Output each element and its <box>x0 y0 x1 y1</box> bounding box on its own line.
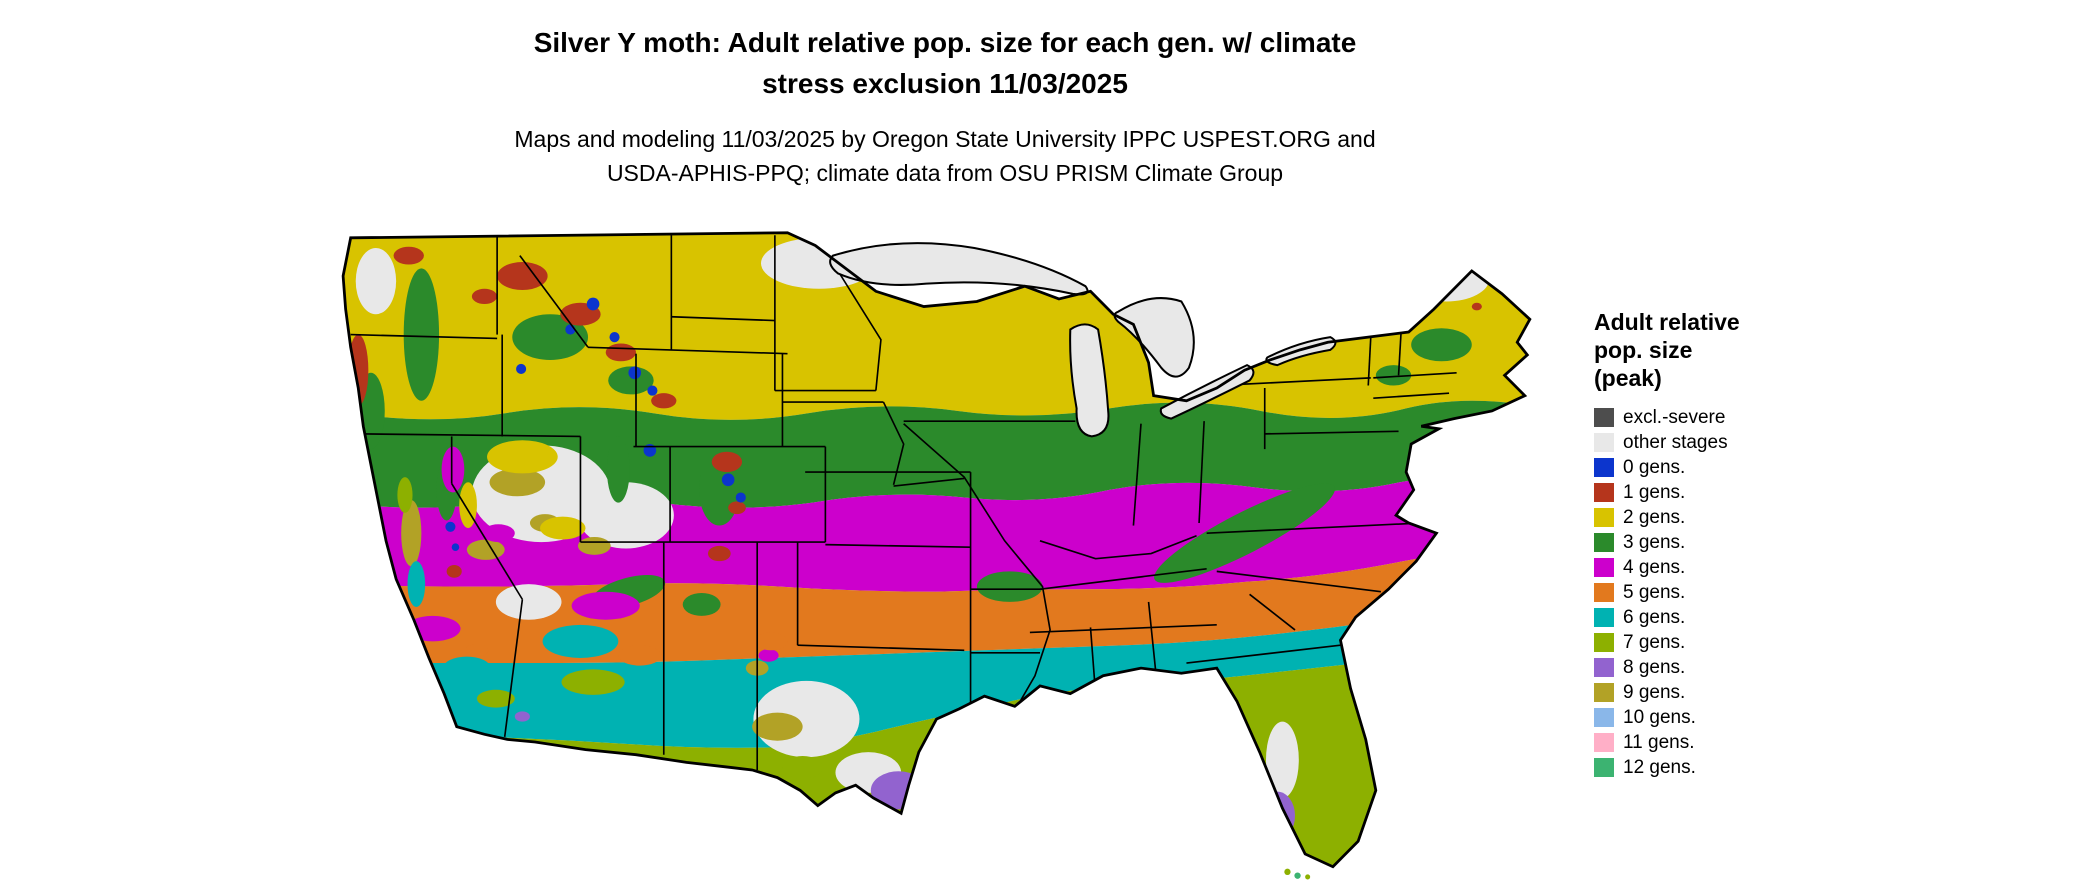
us-generations-map <box>333 220 1545 882</box>
legend-item-label: 8 gens. <box>1623 656 1686 678</box>
legend-title-line-3: (peak) <box>1594 365 1662 391</box>
legend-color-swatch <box>1594 708 1614 727</box>
legend-item: 8 gens. <box>1594 655 1834 680</box>
map-legend: Adult relative pop. size (peak) excl.-se… <box>1594 308 1834 780</box>
legend-color-swatch <box>1594 683 1614 702</box>
figure-subtitle: Maps and modeling 11/03/2025 by Oregon S… <box>0 122 1890 190</box>
page-title: Silver Y moth: Adult relative pop. size … <box>0 22 1890 104</box>
lake-michigan <box>1069 323 1110 438</box>
legend-item: 4 gens. <box>1594 555 1834 580</box>
legend-item: 2 gens. <box>1594 505 1834 530</box>
legend-color-swatch <box>1594 583 1614 602</box>
legend-item-label: excl.-severe <box>1623 406 1726 428</box>
lake-huron <box>1113 297 1195 378</box>
mottle-7-gens <box>397 477 823 779</box>
legend-color-swatch <box>1594 608 1614 627</box>
legend-item-label: other stages <box>1623 431 1728 453</box>
legend-item: excl.-severe <box>1594 405 1834 430</box>
legend-title-line-1: Adult relative <box>1594 309 1740 335</box>
legend-item-label: 6 gens. <box>1623 606 1686 628</box>
band-5-gens <box>343 540 1530 664</box>
legend-item: 1 gens. <box>1594 480 1834 505</box>
us-outline <box>341 231 1532 869</box>
legend-item: 0 gens. <box>1594 455 1834 480</box>
legend-color-swatch <box>1594 508 1614 527</box>
legend-color-swatch <box>1594 458 1614 477</box>
legend-item: 7 gens. <box>1594 630 1834 655</box>
legend-item: 6 gens. <box>1594 605 1834 630</box>
legend-item-label: 10 gens. <box>1623 706 1696 728</box>
florida-keys-dots <box>1284 868 1311 880</box>
title-line-2: stress exclusion 11/03/2025 <box>762 68 1128 99</box>
legend-items: excl.-severe other stages 0 gens. 1 gens… <box>1594 405 1834 780</box>
us-map-svg <box>341 231 1532 880</box>
legend-title: Adult relative pop. size (peak) <box>1594 308 1834 392</box>
mottle-4-gens <box>404 446 779 662</box>
band-6-gens <box>343 601 1530 748</box>
legend-item: 9 gens. <box>1594 680 1834 705</box>
legend-title-line-2: pop. size <box>1594 337 1693 363</box>
legend-color-swatch <box>1594 558 1614 577</box>
legend-item-label: 2 gens. <box>1623 506 1686 528</box>
legend-item-label: 0 gens. <box>1623 456 1686 478</box>
legend-item-label: 5 gens. <box>1623 581 1686 603</box>
legend-color-swatch <box>1594 433 1614 452</box>
mottle-6-gens <box>407 561 749 695</box>
legend-color-swatch <box>1594 733 1614 752</box>
legend-item-label: 1 gens. <box>1623 481 1686 503</box>
legend-item-label: 4 gens. <box>1623 556 1686 578</box>
legend-color-swatch <box>1594 633 1614 652</box>
legend-item-label: 3 gens. <box>1623 531 1686 553</box>
legend-color-swatch <box>1594 658 1614 677</box>
map-fill-layers <box>343 232 1530 867</box>
mottle-5-gens <box>465 632 788 666</box>
legend-item: 10 gens. <box>1594 705 1834 730</box>
title-line-1: Silver Y moth: Adult relative pop. size … <box>533 27 1357 58</box>
legend-item-label: 11 gens. <box>1623 731 1695 753</box>
legend-color-swatch <box>1594 533 1614 552</box>
legend-item: 3 gens. <box>1594 530 1834 555</box>
subtitle-line-1: Maps and modeling 11/03/2025 by Oregon S… <box>514 126 1376 152</box>
legend-item: other stages <box>1594 430 1834 455</box>
legend-item: 5 gens. <box>1594 580 1834 605</box>
legend-item-label: 9 gens. <box>1623 681 1686 703</box>
legend-item-label: 7 gens. <box>1623 631 1686 653</box>
legend-item-label: 12 gens. <box>1623 756 1696 778</box>
state-borders <box>350 235 1457 770</box>
legend-item: 11 gens. <box>1594 730 1834 755</box>
legend-color-swatch <box>1594 408 1614 427</box>
legend-color-swatch <box>1594 758 1614 777</box>
subtitle-line-2: USDA-APHIS-PPQ; climate data from OSU PR… <box>606 160 1284 186</box>
legend-item: 12 gens. <box>1594 755 1834 780</box>
legend-color-swatch <box>1594 483 1614 502</box>
lake-superior <box>829 242 1089 296</box>
